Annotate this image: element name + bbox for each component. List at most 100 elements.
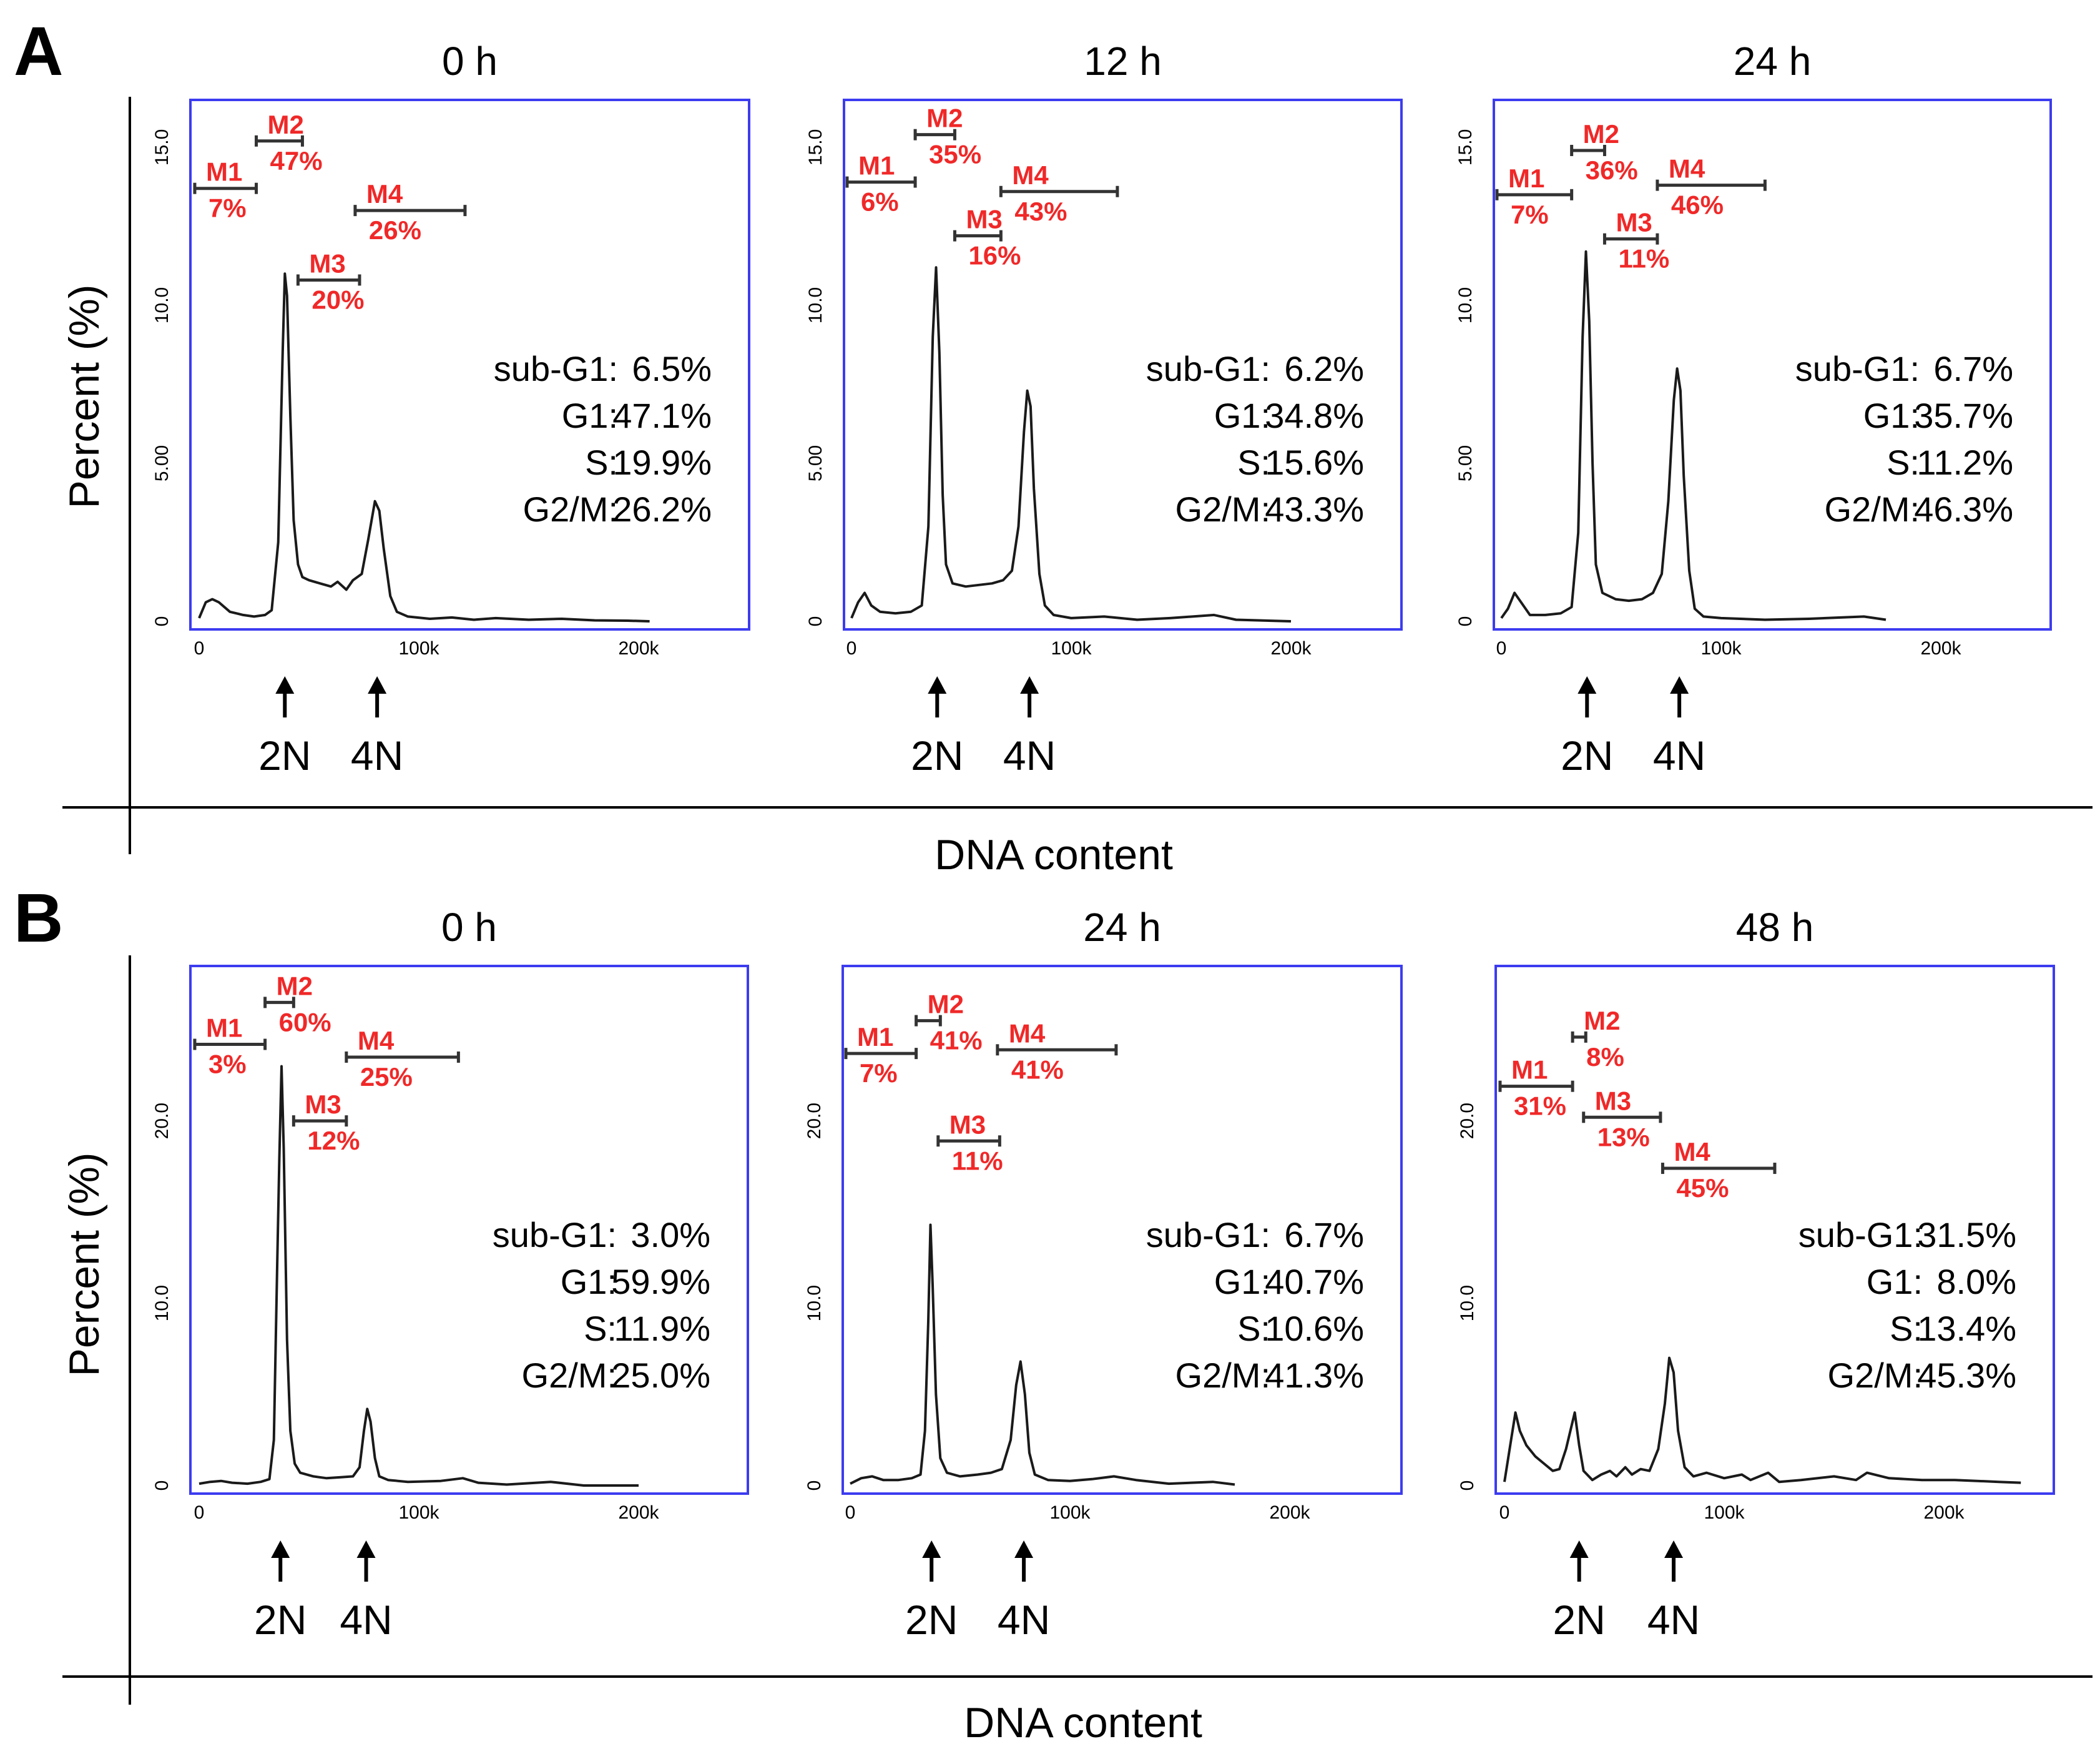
stat-value: 6.5% bbox=[632, 349, 712, 388]
y-tick-label: 5.00 bbox=[152, 445, 172, 481]
y-tick-label: 10.0 bbox=[152, 1285, 172, 1321]
gate-name-label: M3 bbox=[966, 205, 1002, 234]
x-tick-label: 100k bbox=[1700, 638, 1742, 659]
gate-percent-label: 43% bbox=[1014, 197, 1067, 226]
stat-label: sub-G1: bbox=[1146, 349, 1270, 388]
gate-name-label: M4 bbox=[1674, 1137, 1710, 1166]
gate-percent-label: 45% bbox=[1676, 1173, 1729, 1203]
marker-arrow-head bbox=[1577, 676, 1597, 694]
y-tick-label: 0 bbox=[1457, 1480, 1478, 1491]
stat-value: 19.9% bbox=[612, 443, 712, 482]
chart-title: 0 h bbox=[442, 39, 498, 84]
gate-percent-label: 41% bbox=[1011, 1055, 1064, 1084]
y-tick-label: 0 bbox=[152, 616, 172, 627]
stat-value: 45.3% bbox=[1917, 1356, 2016, 1395]
gate-name-label: M2 bbox=[928, 990, 964, 1019]
gate-percent-label: 3% bbox=[209, 1050, 247, 1079]
ploidy-marker-label: 2N bbox=[911, 732, 963, 779]
y-tick-label: 0 bbox=[1455, 616, 1476, 627]
stat-label: G2/M: bbox=[522, 1356, 617, 1395]
gate-percent-label: 35% bbox=[929, 140, 981, 169]
stat-label: S: bbox=[1237, 443, 1270, 482]
stat-label: S: bbox=[584, 1309, 617, 1348]
x-tick-label: 200k bbox=[618, 638, 659, 659]
y-tick-label: 0 bbox=[152, 1480, 172, 1491]
x-tick-label: 0 bbox=[1499, 1502, 1510, 1523]
x-tick-label: 200k bbox=[1923, 1502, 1965, 1523]
x-tick-label: 200k bbox=[1920, 638, 1961, 659]
gate-percent-label: 7% bbox=[209, 194, 247, 223]
ploidy-marker-label: 4N bbox=[351, 732, 403, 779]
y-tick-label: 10.0 bbox=[805, 287, 826, 323]
stat-label: sub-G1: bbox=[1146, 1215, 1270, 1254]
y-tick-label: 20.0 bbox=[1457, 1103, 1478, 1139]
stat-label: G2/M: bbox=[1175, 490, 1270, 529]
gate-percent-label: 16% bbox=[968, 241, 1021, 270]
gate-name-label: M4 bbox=[1009, 1018, 1046, 1048]
marker-arrow-head bbox=[922, 1540, 941, 1558]
gate-name-label: M4 bbox=[358, 1026, 395, 1055]
plot-frame bbox=[843, 99, 1403, 631]
stat-value: 47.1% bbox=[612, 396, 712, 435]
y-tick-label: 0 bbox=[805, 616, 826, 627]
stat-value: 8.0% bbox=[1936, 1262, 2016, 1301]
stat-label: G1: bbox=[1214, 1262, 1270, 1301]
plot-frame bbox=[1494, 965, 2055, 1495]
stat-value: 10.6% bbox=[1265, 1309, 1364, 1348]
gate-percent-label: 13% bbox=[1597, 1122, 1650, 1151]
x-tick-label: 0 bbox=[194, 1502, 205, 1523]
gate-name-label: M1 bbox=[1508, 164, 1544, 193]
stat-label: G1: bbox=[561, 1262, 617, 1301]
chart-title: 0 h bbox=[441, 905, 497, 950]
marker-arrow-head bbox=[1569, 1540, 1589, 1558]
chart-title: 24 h bbox=[1734, 39, 1812, 84]
x-tick-label: 200k bbox=[1269, 1502, 1310, 1523]
gate-name-label: M1 bbox=[857, 1022, 893, 1052]
stat-label: G1: bbox=[562, 396, 618, 435]
gate-percent-label: 41% bbox=[930, 1026, 983, 1055]
x-tick-label: 100k bbox=[1704, 1502, 1745, 1523]
histogram-trace bbox=[1503, 1356, 2021, 1484]
gate-m1: M17% bbox=[193, 157, 258, 223]
stat-value: 43.3% bbox=[1265, 490, 1364, 529]
gate-percent-label: 11% bbox=[952, 1146, 1003, 1175]
gate-percent-label: 7% bbox=[1511, 200, 1549, 229]
stat-value: 34.8% bbox=[1265, 396, 1364, 435]
gate-percent-label: 25% bbox=[360, 1062, 413, 1091]
ploidy-marker-label: 2N bbox=[1553, 1597, 1605, 1643]
gate-percent-label: 12% bbox=[307, 1126, 360, 1155]
gate-name-label: M1 bbox=[1511, 1055, 1548, 1085]
gate-percent-label: 6% bbox=[861, 187, 899, 217]
ploidy-marker-label: 2N bbox=[905, 1597, 958, 1643]
stat-label: sub-G1: bbox=[1795, 349, 1920, 388]
panel-a-x-axis-title: DNA content bbox=[935, 831, 1173, 879]
stat-value: 6.7% bbox=[1933, 349, 2013, 388]
ploidy-marker-label: 4N bbox=[1003, 732, 1056, 779]
gate-percent-label: 26% bbox=[369, 215, 421, 245]
gate-m1: M17% bbox=[844, 1022, 918, 1088]
gate-name-label: M1 bbox=[206, 1013, 242, 1043]
x-tick-label: 100k bbox=[1049, 1502, 1091, 1523]
y-tick-label: 20.0 bbox=[152, 1103, 172, 1139]
marker-arrow-head bbox=[271, 1540, 290, 1558]
panel-b-y-axis-title: Percent (%) bbox=[61, 1153, 108, 1377]
gate-name-label: M4 bbox=[1012, 160, 1049, 190]
gate-name-label: M3 bbox=[949, 1110, 986, 1139]
gate-name-label: M3 bbox=[305, 1090, 341, 1119]
panel-a-y-axis-title: Percent (%) bbox=[61, 285, 108, 509]
gate-percent-label: 60% bbox=[279, 1007, 331, 1037]
gate-name-label: M2 bbox=[926, 104, 963, 133]
gate-percent-label: 11% bbox=[1618, 244, 1669, 273]
y-tick-label: 10.0 bbox=[1457, 1285, 1478, 1321]
stat-label: sub-G1: bbox=[493, 1215, 617, 1254]
x-tick-label: 200k bbox=[1270, 638, 1312, 659]
gate-name-label: M3 bbox=[1616, 208, 1652, 237]
